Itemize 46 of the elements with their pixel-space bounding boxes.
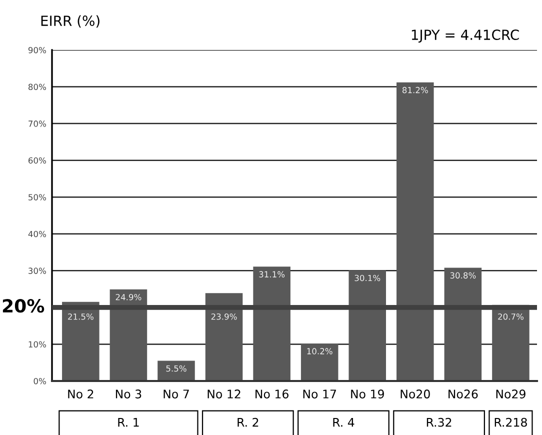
data-label: 30.1% bbox=[354, 274, 380, 282]
x-tick-label: No29 bbox=[496, 390, 526, 398]
data-label: 23.9% bbox=[211, 313, 237, 320]
y-axis-title: EIRR (%) bbox=[41, 15, 100, 28]
y-tick-label: 60% bbox=[28, 157, 46, 164]
x-tick-label: No 16 bbox=[256, 390, 288, 398]
x-tick-label: No26 bbox=[448, 390, 478, 398]
bar bbox=[110, 289, 148, 381]
data-label: 30.8% bbox=[450, 272, 476, 279]
y-tick-label: 70% bbox=[28, 120, 46, 127]
bar bbox=[253, 266, 290, 381]
y-tick-label: 90% bbox=[28, 46, 46, 54]
bar bbox=[348, 270, 386, 381]
data-label: 5.5% bbox=[166, 365, 186, 372]
data-label: 81.2% bbox=[402, 86, 428, 94]
bar bbox=[396, 82, 434, 381]
text: R. 1 bbox=[118, 418, 139, 427]
bar bbox=[300, 343, 338, 381]
x-tick-label: No 7 bbox=[164, 390, 189, 398]
y-tick-label: 10% bbox=[28, 341, 46, 348]
data-label: 10.2% bbox=[307, 348, 332, 354]
y-tick-label: 80% bbox=[28, 84, 46, 90]
text: 1JPY = 4.41CRC bbox=[412, 30, 519, 43]
bar bbox=[62, 302, 100, 381]
x-tick-label: No 3 bbox=[116, 390, 142, 398]
data-label: 20.7% bbox=[498, 313, 524, 320]
x-tick-label: No 17 bbox=[303, 390, 336, 398]
text: R. 2 bbox=[238, 418, 258, 427]
text: R.218 bbox=[494, 418, 527, 427]
x-tick-label: No 19 bbox=[351, 390, 384, 398]
y-tick-label: 40% bbox=[28, 230, 46, 238]
data-label: 24.9% bbox=[116, 294, 142, 300]
bar bbox=[444, 268, 482, 381]
bar bbox=[205, 293, 243, 381]
bar bbox=[158, 360, 195, 381]
x-tick-label: No 12 bbox=[208, 390, 240, 398]
x-tick-label: No 2 bbox=[68, 390, 94, 398]
y-tick-label: 50% bbox=[28, 194, 46, 200]
data-label: 21.5% bbox=[68, 313, 94, 320]
x-tick-label: No20 bbox=[400, 390, 430, 398]
ref-line-label: 20% bbox=[2, 299, 44, 313]
text: R.32 bbox=[426, 418, 452, 427]
text: R. 4 bbox=[333, 418, 354, 427]
y-tick-label: 30% bbox=[28, 268, 46, 274]
y-tick-label: 0% bbox=[34, 378, 46, 384]
data-label: 31.1% bbox=[259, 271, 285, 278]
